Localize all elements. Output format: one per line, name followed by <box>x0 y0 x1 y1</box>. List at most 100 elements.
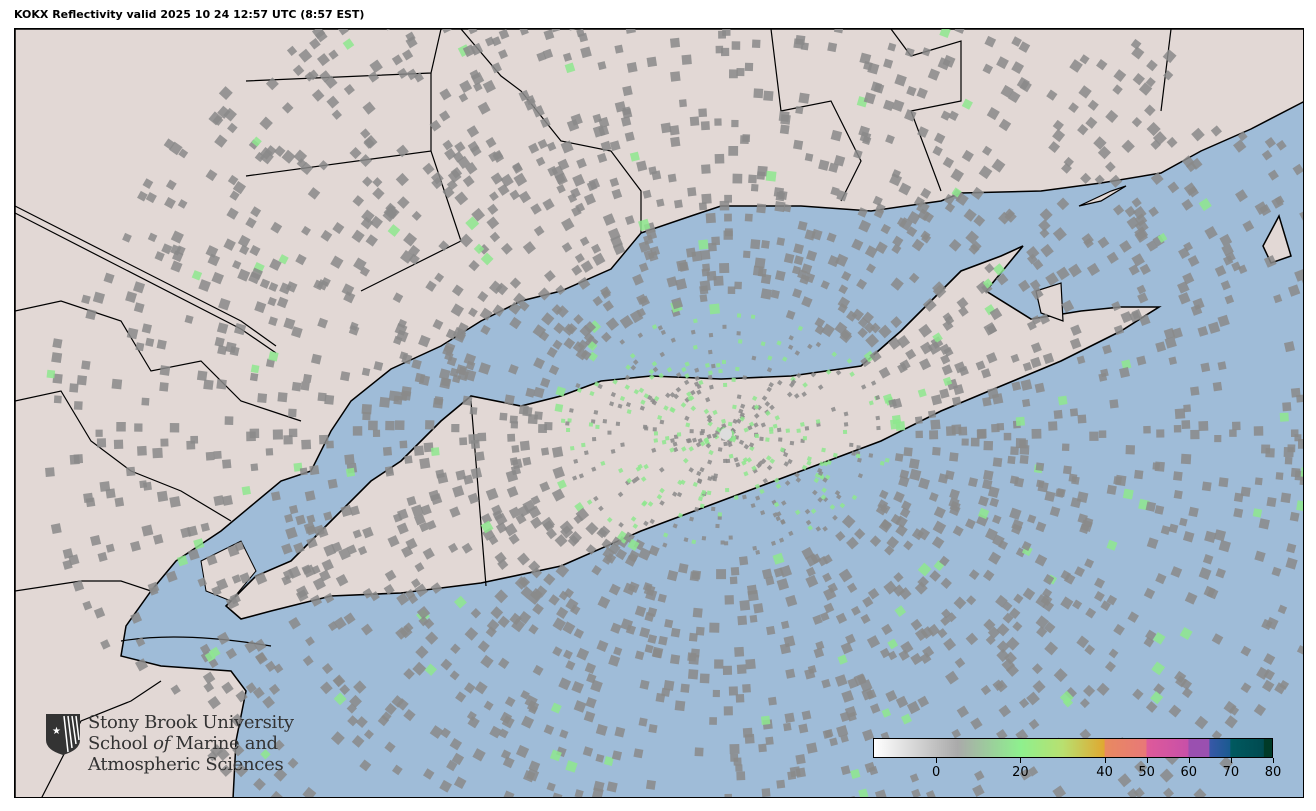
radar-echo <box>714 153 725 164</box>
radar-echo <box>779 447 785 453</box>
radar-echo <box>770 289 780 299</box>
radar-echo <box>1112 84 1123 95</box>
radar-echo <box>1144 104 1156 117</box>
radar-echo <box>548 364 560 376</box>
radar-echo <box>740 403 746 409</box>
radar-echo <box>992 514 1002 525</box>
radar-echo <box>1076 491 1089 503</box>
radar-echo <box>827 42 838 53</box>
radar-echo <box>595 723 608 736</box>
radar-echo <box>1011 381 1022 392</box>
radar-echo <box>1106 484 1117 495</box>
radar-echo <box>459 80 473 93</box>
radar-echo <box>731 377 736 382</box>
radar-echo <box>753 413 760 419</box>
radar-echo <box>634 605 647 617</box>
radar-echo <box>556 184 566 194</box>
radar-echo <box>281 543 293 555</box>
radar-echo <box>576 387 582 393</box>
radar-echo <box>804 426 810 431</box>
radar-echo <box>414 562 425 573</box>
radar-echo <box>670 136 681 147</box>
radar-echo <box>939 343 951 355</box>
radar-echo <box>929 430 939 440</box>
radar-echo <box>1173 424 1182 433</box>
radar-echo <box>1145 701 1158 713</box>
radar-echo <box>464 627 479 641</box>
radar-echo <box>1097 236 1110 249</box>
radar-echo <box>867 587 880 600</box>
radar-echo <box>746 457 753 463</box>
colorbar-tick <box>1020 758 1022 763</box>
radar-echo <box>804 272 816 284</box>
radar-echo <box>671 297 684 310</box>
radar-echo <box>875 395 881 401</box>
radar-echo <box>846 582 858 593</box>
radar-echo <box>161 243 173 255</box>
radar-echo <box>705 212 716 224</box>
radar-echo <box>853 673 867 687</box>
radar-echo <box>741 460 747 466</box>
radar-echo <box>216 378 227 390</box>
radar-echo <box>1213 529 1227 542</box>
radar-echo <box>365 234 378 247</box>
radar-echo <box>940 354 951 365</box>
radar-echo <box>546 346 558 358</box>
radar-echo <box>1018 279 1031 292</box>
radar-echo <box>428 489 440 502</box>
radar-echo <box>395 172 409 187</box>
radar-echo <box>703 437 710 443</box>
radar-echo <box>1203 585 1216 598</box>
radar-echo <box>555 172 568 186</box>
radar-echo <box>515 744 530 759</box>
radar-echo <box>566 323 578 335</box>
radar-echo <box>298 48 313 63</box>
radar-echo <box>1283 341 1296 353</box>
radar-echo <box>530 516 543 529</box>
radar-echo <box>862 729 875 742</box>
radar-echo <box>930 419 941 430</box>
radar-echo <box>105 543 115 553</box>
radar-echo <box>540 117 551 128</box>
radar-echo <box>477 432 487 442</box>
radar-echo <box>1068 102 1079 114</box>
radar-echo <box>403 708 416 722</box>
radar-echo <box>245 682 257 694</box>
radar-echo <box>1026 246 1040 260</box>
radar-echo <box>819 611 830 622</box>
radar-echo <box>1184 797 1196 798</box>
radar-echo <box>1022 587 1036 601</box>
radar-echo <box>1131 116 1143 128</box>
radar-echo <box>359 154 373 168</box>
radar-echo <box>509 612 522 626</box>
radar-echo <box>414 372 426 384</box>
radar-echo <box>1182 272 1195 285</box>
radar-echo <box>730 566 740 576</box>
radar-echo <box>1279 679 1290 690</box>
radar-echo <box>765 736 774 746</box>
radar-echo <box>857 473 864 479</box>
radar-echo <box>712 409 718 416</box>
radar-echo <box>996 729 1008 741</box>
radar-echo <box>750 183 759 192</box>
radar-echo <box>643 463 649 470</box>
radar-echo <box>753 422 759 428</box>
radar-echo <box>765 437 770 442</box>
radar-echo <box>830 129 843 142</box>
radar-echo <box>180 527 192 539</box>
radar-echo <box>785 668 796 679</box>
radar-echo <box>1254 550 1266 562</box>
radar-echo <box>1097 146 1112 160</box>
radar-echo <box>812 614 823 625</box>
radar-echo <box>699 294 708 303</box>
radar-echo <box>609 401 615 407</box>
radar-echo <box>645 228 658 241</box>
radar-echo <box>546 141 557 152</box>
radar-echo <box>686 391 692 397</box>
radar-echo <box>518 190 532 204</box>
radar-echo <box>870 380 877 386</box>
radar-echo <box>277 392 288 403</box>
radar-echo <box>742 727 753 738</box>
radar-echo <box>293 542 305 554</box>
radar-echo <box>135 637 146 647</box>
